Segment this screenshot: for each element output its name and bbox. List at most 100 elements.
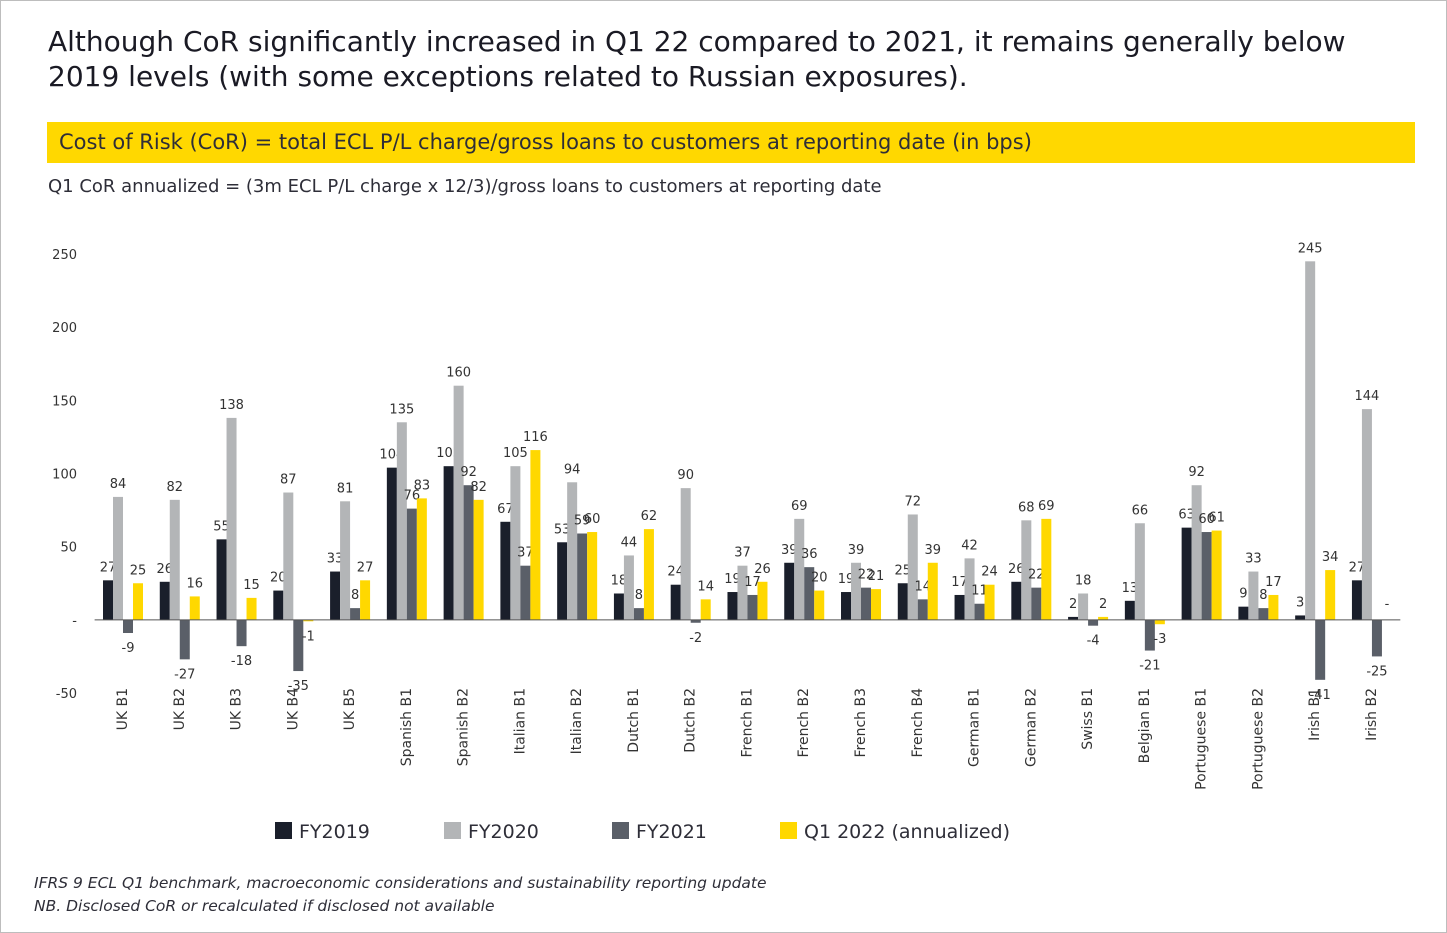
footnotes: IFRS 9 ECL Q1 benchmark, macroeconomic c… — [34, 872, 767, 918]
value-label: 144 — [1355, 389, 1380, 404]
value-label: 39 — [848, 543, 865, 558]
value-label: 36 — [801, 547, 818, 562]
bar — [587, 532, 598, 620]
value-label: 60 — [584, 512, 601, 527]
bar — [680, 488, 691, 620]
value-label: -18 — [231, 654, 252, 669]
value-label: 2 — [1069, 597, 1077, 612]
bar — [1315, 619, 1326, 680]
value-label: 18 — [1075, 573, 1092, 588]
x-tick-label: Portuguese B1 — [1194, 688, 1210, 790]
legend-label: FY2020 — [468, 821, 539, 843]
bar — [1361, 409, 1372, 620]
value-label: 105 — [503, 446, 528, 461]
bar — [1144, 619, 1155, 651]
x-tick-label: French B1 — [739, 688, 755, 758]
value-label: -35 — [288, 679, 309, 694]
value-label: 27 — [100, 560, 117, 575]
bar — [917, 599, 928, 620]
value-label: -2 — [689, 631, 702, 646]
value-label: 82 — [166, 480, 183, 495]
legend-swatch — [275, 822, 292, 839]
x-tick-label: Irish B2 — [1364, 688, 1380, 741]
bar — [861, 587, 872, 620]
bar — [1305, 261, 1316, 620]
bar — [814, 590, 825, 620]
value-label: 13 — [1122, 581, 1139, 596]
value-label: 42 — [961, 538, 978, 553]
legend-swatch — [444, 822, 461, 839]
footnote: NB. Disclosed CoR or recalculated if dis… — [34, 897, 495, 915]
value-label: 22 — [1028, 568, 1045, 583]
value-label: 24 — [981, 565, 998, 580]
value-label: 66 — [1132, 503, 1149, 518]
x-tick-label: Italian B2 — [569, 688, 585, 754]
bar — [690, 619, 701, 623]
bar — [530, 450, 541, 620]
value-label: 61 — [1208, 511, 1225, 526]
value-label: 24 — [667, 565, 684, 580]
value-label: 69 — [1038, 499, 1055, 514]
legend-label: FY2021 — [636, 821, 707, 843]
legend-swatch — [780, 822, 797, 839]
banner: Cost of Risk (CoR) = total ECL P/L charg… — [47, 122, 1415, 163]
bar — [1021, 520, 1032, 620]
bar — [1295, 615, 1306, 620]
value-label: 8 — [1259, 588, 1267, 603]
value-label: 11 — [971, 584, 988, 599]
x-tick-label: German B1 — [967, 688, 983, 767]
bar — [1068, 616, 1079, 620]
bar — [226, 417, 237, 620]
bar — [500, 521, 511, 620]
value-label: 22 — [858, 568, 875, 583]
bar — [1088, 619, 1099, 626]
value-label: 90 — [677, 468, 694, 483]
bar — [303, 619, 314, 622]
bar — [453, 385, 464, 620]
value-label: 17 — [1265, 575, 1282, 590]
value-label: 3 — [1296, 595, 1304, 610]
bar — [159, 581, 170, 620]
value-label: 116 — [523, 430, 548, 445]
x-tick-label: Dutch B2 — [683, 688, 699, 753]
bar — [1268, 594, 1279, 620]
value-label: 94 — [564, 462, 581, 477]
value-label: 15 — [243, 578, 260, 593]
bar — [964, 558, 975, 620]
bar — [283, 492, 294, 620]
bar — [1201, 532, 1212, 620]
bar — [113, 496, 123, 620]
bar — [727, 592, 738, 620]
value-label: 37 — [517, 546, 534, 561]
value-label: 19 — [838, 572, 855, 587]
x-tick-label: Irish B1 — [1307, 688, 1323, 741]
value-label: 72 — [905, 494, 922, 509]
x-tick-label: French B3 — [853, 688, 869, 758]
y-tick-label: - — [72, 614, 77, 629]
x-tick-label: Spanish B1 — [399, 688, 415, 766]
value-label: 81 — [337, 481, 354, 496]
value-label: 63 — [1178, 508, 1195, 523]
bar — [633, 608, 644, 620]
bar — [1238, 606, 1249, 620]
bar — [623, 555, 634, 620]
bar — [1351, 580, 1362, 620]
bar — [179, 619, 190, 660]
bar — [396, 422, 407, 620]
y-tick-label: -50 — [56, 687, 77, 702]
value-label: -25 — [1366, 664, 1387, 679]
value-label: -3 — [1153, 632, 1166, 647]
bar — [1325, 570, 1336, 620]
bar — [1011, 581, 1022, 620]
bar — [907, 514, 918, 620]
x-tick-label: French B2 — [796, 688, 812, 758]
x-tick-label: UK B3 — [229, 688, 245, 730]
bar — [577, 533, 588, 620]
value-label: 27 — [1349, 560, 1366, 575]
bar — [954, 594, 965, 620]
bar — [236, 619, 247, 647]
bar — [416, 498, 427, 620]
value-label: 26 — [1008, 562, 1025, 577]
bar — [520, 565, 531, 620]
value-label: 44 — [621, 535, 638, 550]
